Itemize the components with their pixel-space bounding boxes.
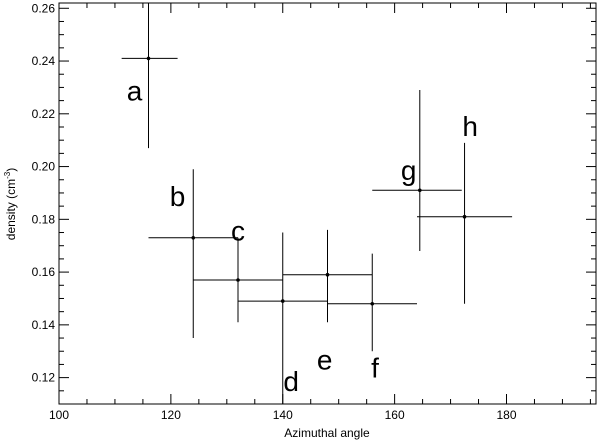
data-point-marker — [191, 235, 196, 240]
x-tick-label: 100 — [49, 408, 69, 422]
data-point-marker — [462, 214, 467, 219]
point-label-c: c — [231, 215, 245, 246]
data-point-f — [327, 253, 417, 352]
plot-frame — [58, 2, 597, 405]
axis-tick-labels: 100 120 140 160 180 0.12 0.14 0.16 0.18 0.20 0.22 0… — [32, 1, 517, 422]
point-label-d: d — [283, 366, 299, 397]
data-point-marker — [417, 188, 422, 193]
point-labels: a b c de f g h — [127, 76, 478, 397]
data-point-marker — [370, 301, 375, 306]
point-label-g: g — [401, 155, 417, 186]
data-point-h — [417, 142, 513, 304]
data-point-marker — [146, 56, 151, 61]
y-tick-label: 0.12 — [32, 371, 56, 385]
axis-ticks — [58, 3, 596, 405]
point-label-b: b — [170, 181, 186, 212]
x-tick-label: 160 — [385, 408, 405, 422]
y-tick-label: 0.26 — [32, 1, 56, 15]
y-tick-label: 0.16 — [32, 265, 56, 279]
y-tick-label: 0.22 — [32, 107, 56, 121]
y-axis-title-close: ) — [4, 168, 18, 172]
y-tick-label: 0.14 — [32, 318, 56, 332]
data-point-c — [193, 237, 283, 323]
data-point-marker — [236, 278, 240, 282]
x-tick-label: 140 — [273, 408, 293, 422]
x-axis-title: Azimuthal angle — [284, 426, 370, 440]
y-axis-title-sup: -3 — [3, 171, 12, 179]
data-point-marker — [325, 272, 330, 277]
data-point-e — [282, 229, 373, 323]
y-tick-label: 0.20 — [32, 160, 56, 174]
point-label-h: h — [462, 111, 478, 142]
data-point-d — [238, 232, 328, 404]
data-point-marker — [280, 299, 285, 303]
data-point-a — [121, 3, 178, 149]
point-label-f: f — [371, 353, 379, 384]
y-axis-title: density (cm-3) — [3, 168, 18, 240]
y-tick-label: 0.24 — [32, 54, 56, 68]
data-points — [121, 3, 513, 404]
y-tick-label: 0.18 — [32, 212, 56, 226]
x-tick-label: 120 — [161, 408, 181, 422]
point-label-a: a — [127, 76, 143, 107]
data-point-b — [148, 169, 238, 339]
x-tick-label: 180 — [496, 408, 516, 422]
data-point-g — [372, 90, 462, 251]
point-label-e: e — [317, 345, 333, 376]
y-axis-title-text: density (cm — [4, 179, 18, 240]
